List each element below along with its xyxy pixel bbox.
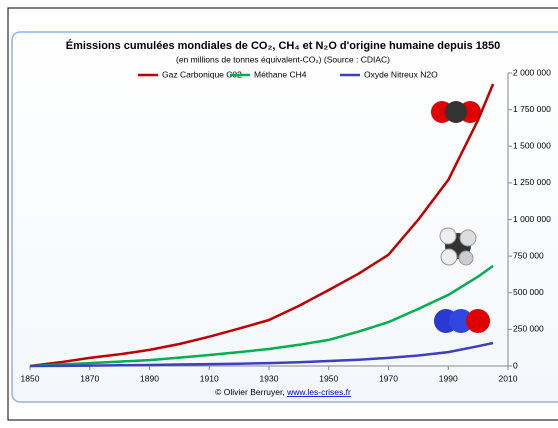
x-tick-label: 1950	[319, 373, 338, 383]
chart: Émissions cumulées mondiales de CO₂, CH₄…	[0, 0, 558, 428]
x-tick-label: 1930	[260, 373, 279, 383]
n2o-icon	[434, 309, 490, 333]
y-tick-label: 1 750 000	[513, 104, 551, 114]
source-text: © Olivier Berruyer,	[215, 387, 287, 397]
y-tick-label: 250 000	[513, 324, 544, 334]
y-tick-label: 1 500 000	[513, 141, 551, 151]
legend-label: Méthane CH4	[254, 69, 307, 79]
x-tick-label: 1990	[439, 373, 458, 383]
x-tick-label: 1970	[379, 373, 398, 383]
y-tick-label: 1 250 000	[513, 177, 551, 187]
x-tick-label: 1850	[21, 373, 40, 383]
x-tick-label: 1910	[200, 373, 219, 383]
y-tick-label: 2 000 000	[513, 67, 551, 77]
legend-label: Oxyde Nitreux N2O	[364, 69, 438, 79]
y-tick-label: 0	[513, 360, 518, 370]
chart-title: Émissions cumulées mondiales de CO₂, CH₄…	[66, 39, 501, 52]
source-link[interactable]: www.les-crises.fr	[286, 387, 351, 397]
chart-subtitle: (en millions de tonnes équivalent-CO₂) (…	[176, 54, 390, 64]
y-tick-label: 500 000	[513, 287, 544, 297]
x-tick-label: 1890	[140, 373, 159, 383]
co2-icon	[431, 101, 481, 123]
y-tick-label: 1 000 000	[513, 214, 551, 224]
x-tick-label: 1870	[80, 373, 99, 383]
y-tick-label: 750 000	[513, 250, 544, 260]
x-tick-label: 2010	[499, 373, 518, 383]
source: © Olivier Berruyer, www.les-crises.fr	[215, 387, 351, 397]
